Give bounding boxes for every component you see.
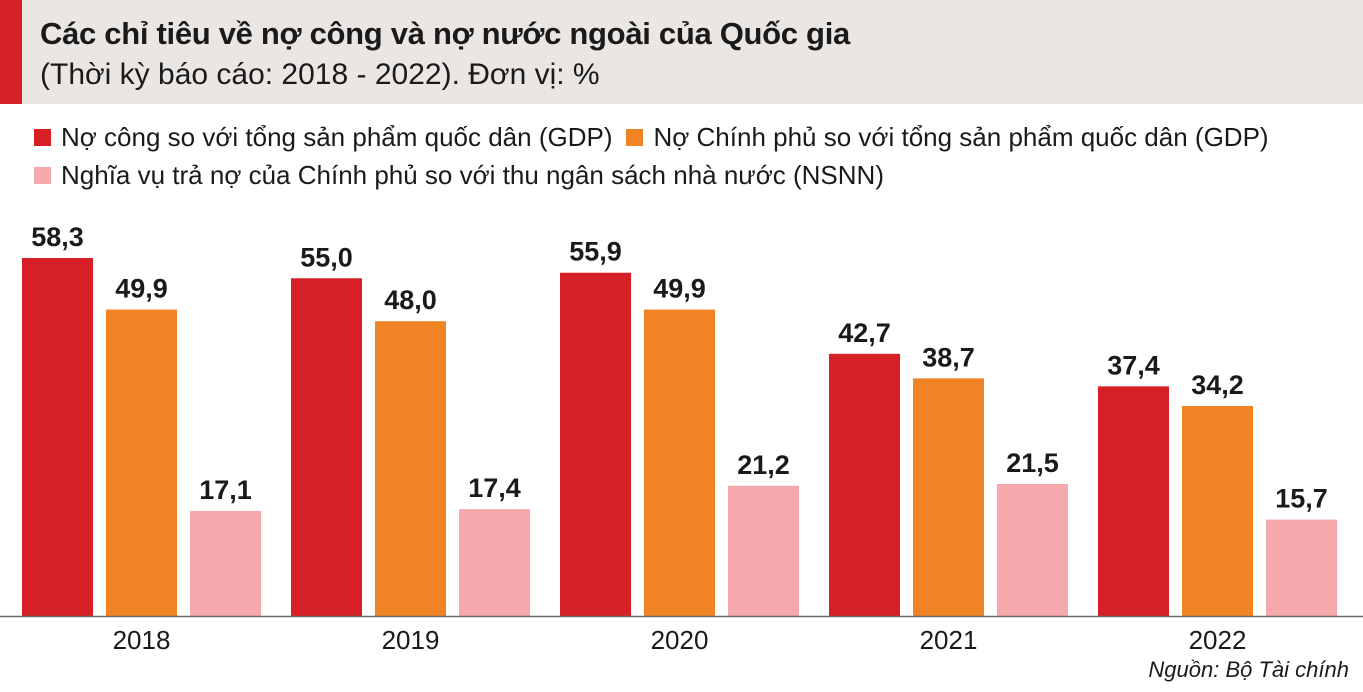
x-tick-label-2021: 2021 — [920, 625, 978, 655]
legend: Nợ công so với tổng sản phẩm quốc dân (G… — [34, 118, 1359, 194]
x-tick-label-2020: 2020 — [651, 625, 709, 655]
data-label-government-debt-2022: 34,2 — [1191, 370, 1244, 400]
data-label-public-debt-2019: 55,0 — [300, 242, 353, 272]
data-label-debt-service-2021: 21,5 — [1006, 448, 1059, 478]
bar-government-debt-2019 — [375, 321, 446, 616]
bar-debt-service-2022 — [1266, 519, 1337, 616]
x-tick-label-2019: 2019 — [382, 625, 440, 655]
chart-subtitle: (Thời kỳ báo cáo: 2018 - 2022). Đơn vị: … — [40, 58, 600, 91]
data-label-debt-service-2018: 17,1 — [199, 475, 252, 505]
data-label-government-debt-2018: 49,9 — [115, 274, 168, 304]
legend-label-government-debt: Nợ Chính phủ so với tổng sản phẩm quốc d… — [653, 121, 1269, 152]
bar-government-debt-2022 — [1182, 405, 1253, 616]
data-label-public-debt-2018: 58,3 — [31, 222, 84, 252]
bar-debt-service-2018 — [190, 510, 261, 616]
data-label-government-debt-2019: 48,0 — [384, 285, 437, 315]
x-tick-label-2022: 2022 — [1189, 625, 1247, 655]
bar-public-debt-2019 — [291, 278, 362, 616]
data-label-public-debt-2021: 42,7 — [838, 318, 891, 348]
data-label-public-debt-2022: 37,4 — [1107, 350, 1160, 380]
legend-label-public-debt: Nợ công so với tổng sản phẩm quốc dân (G… — [61, 121, 613, 152]
data-label-government-debt-2020: 49,9 — [653, 274, 706, 304]
bar-government-debt-2021 — [913, 378, 984, 616]
data-label-debt-service-2020: 21,2 — [737, 450, 790, 480]
data-label-public-debt-2020: 55,9 — [569, 237, 622, 267]
bar-debt-service-2021 — [997, 483, 1068, 616]
legend-label-debt-service: Nghĩa vụ trả nợ của Chính phủ so với thu… — [61, 159, 884, 190]
bar-government-debt-2018 — [106, 309, 177, 616]
bar-debt-service-2020 — [728, 485, 799, 616]
legend-item-public-debt: Nợ công so với tổng sản phẩm quốc dân (G… — [34, 122, 612, 153]
header-accent-bar — [0, 0, 22, 104]
data-label-debt-service-2022: 15,7 — [1275, 484, 1328, 514]
source-note: Nguồn: Bộ Tài chính — [1148, 657, 1349, 682]
legend-swatch-debt-service — [34, 166, 51, 184]
data-label-government-debt-2021: 38,7 — [922, 342, 975, 372]
legend-row: Nghĩa vụ trả nợ của Chính phủ so với thu… — [34, 156, 1359, 194]
header: Các chỉ tiêu về nợ công và nợ nước ngoài… — [0, 0, 1363, 104]
legend-item-government-debt: Nợ Chính phủ so với tổng sản phẩm quốc d… — [626, 121, 1269, 153]
data-label-debt-service-2019: 17,4 — [468, 473, 521, 503]
bar-public-debt-2020 — [560, 272, 631, 616]
bar-public-debt-2022 — [1098, 386, 1169, 616]
bar-government-debt-2020 — [644, 309, 715, 616]
bar-debt-service-2019 — [459, 509, 530, 616]
legend-swatch-government-debt — [626, 128, 644, 146]
chart-title: Các chỉ tiêu về nợ công và nợ nước ngoài… — [40, 16, 850, 51]
bar-public-debt-2018 — [22, 258, 93, 616]
legend-row: Nợ công so với tổng sản phẩm quốc dân (G… — [34, 118, 1359, 156]
legend-item-debt-service: Nghĩa vụ trả nợ của Chính phủ so với thu… — [34, 160, 884, 191]
bar-chart: 58,3 49,9 17,1 2018 55,0 48,0 17,4 2019 55,9 49,9… — [0, 222, 1363, 655]
x-tick-label-2018: 2018 — [113, 625, 171, 655]
legend-swatch-public-debt — [34, 128, 51, 146]
bar-public-debt-2021 — [829, 353, 900, 616]
